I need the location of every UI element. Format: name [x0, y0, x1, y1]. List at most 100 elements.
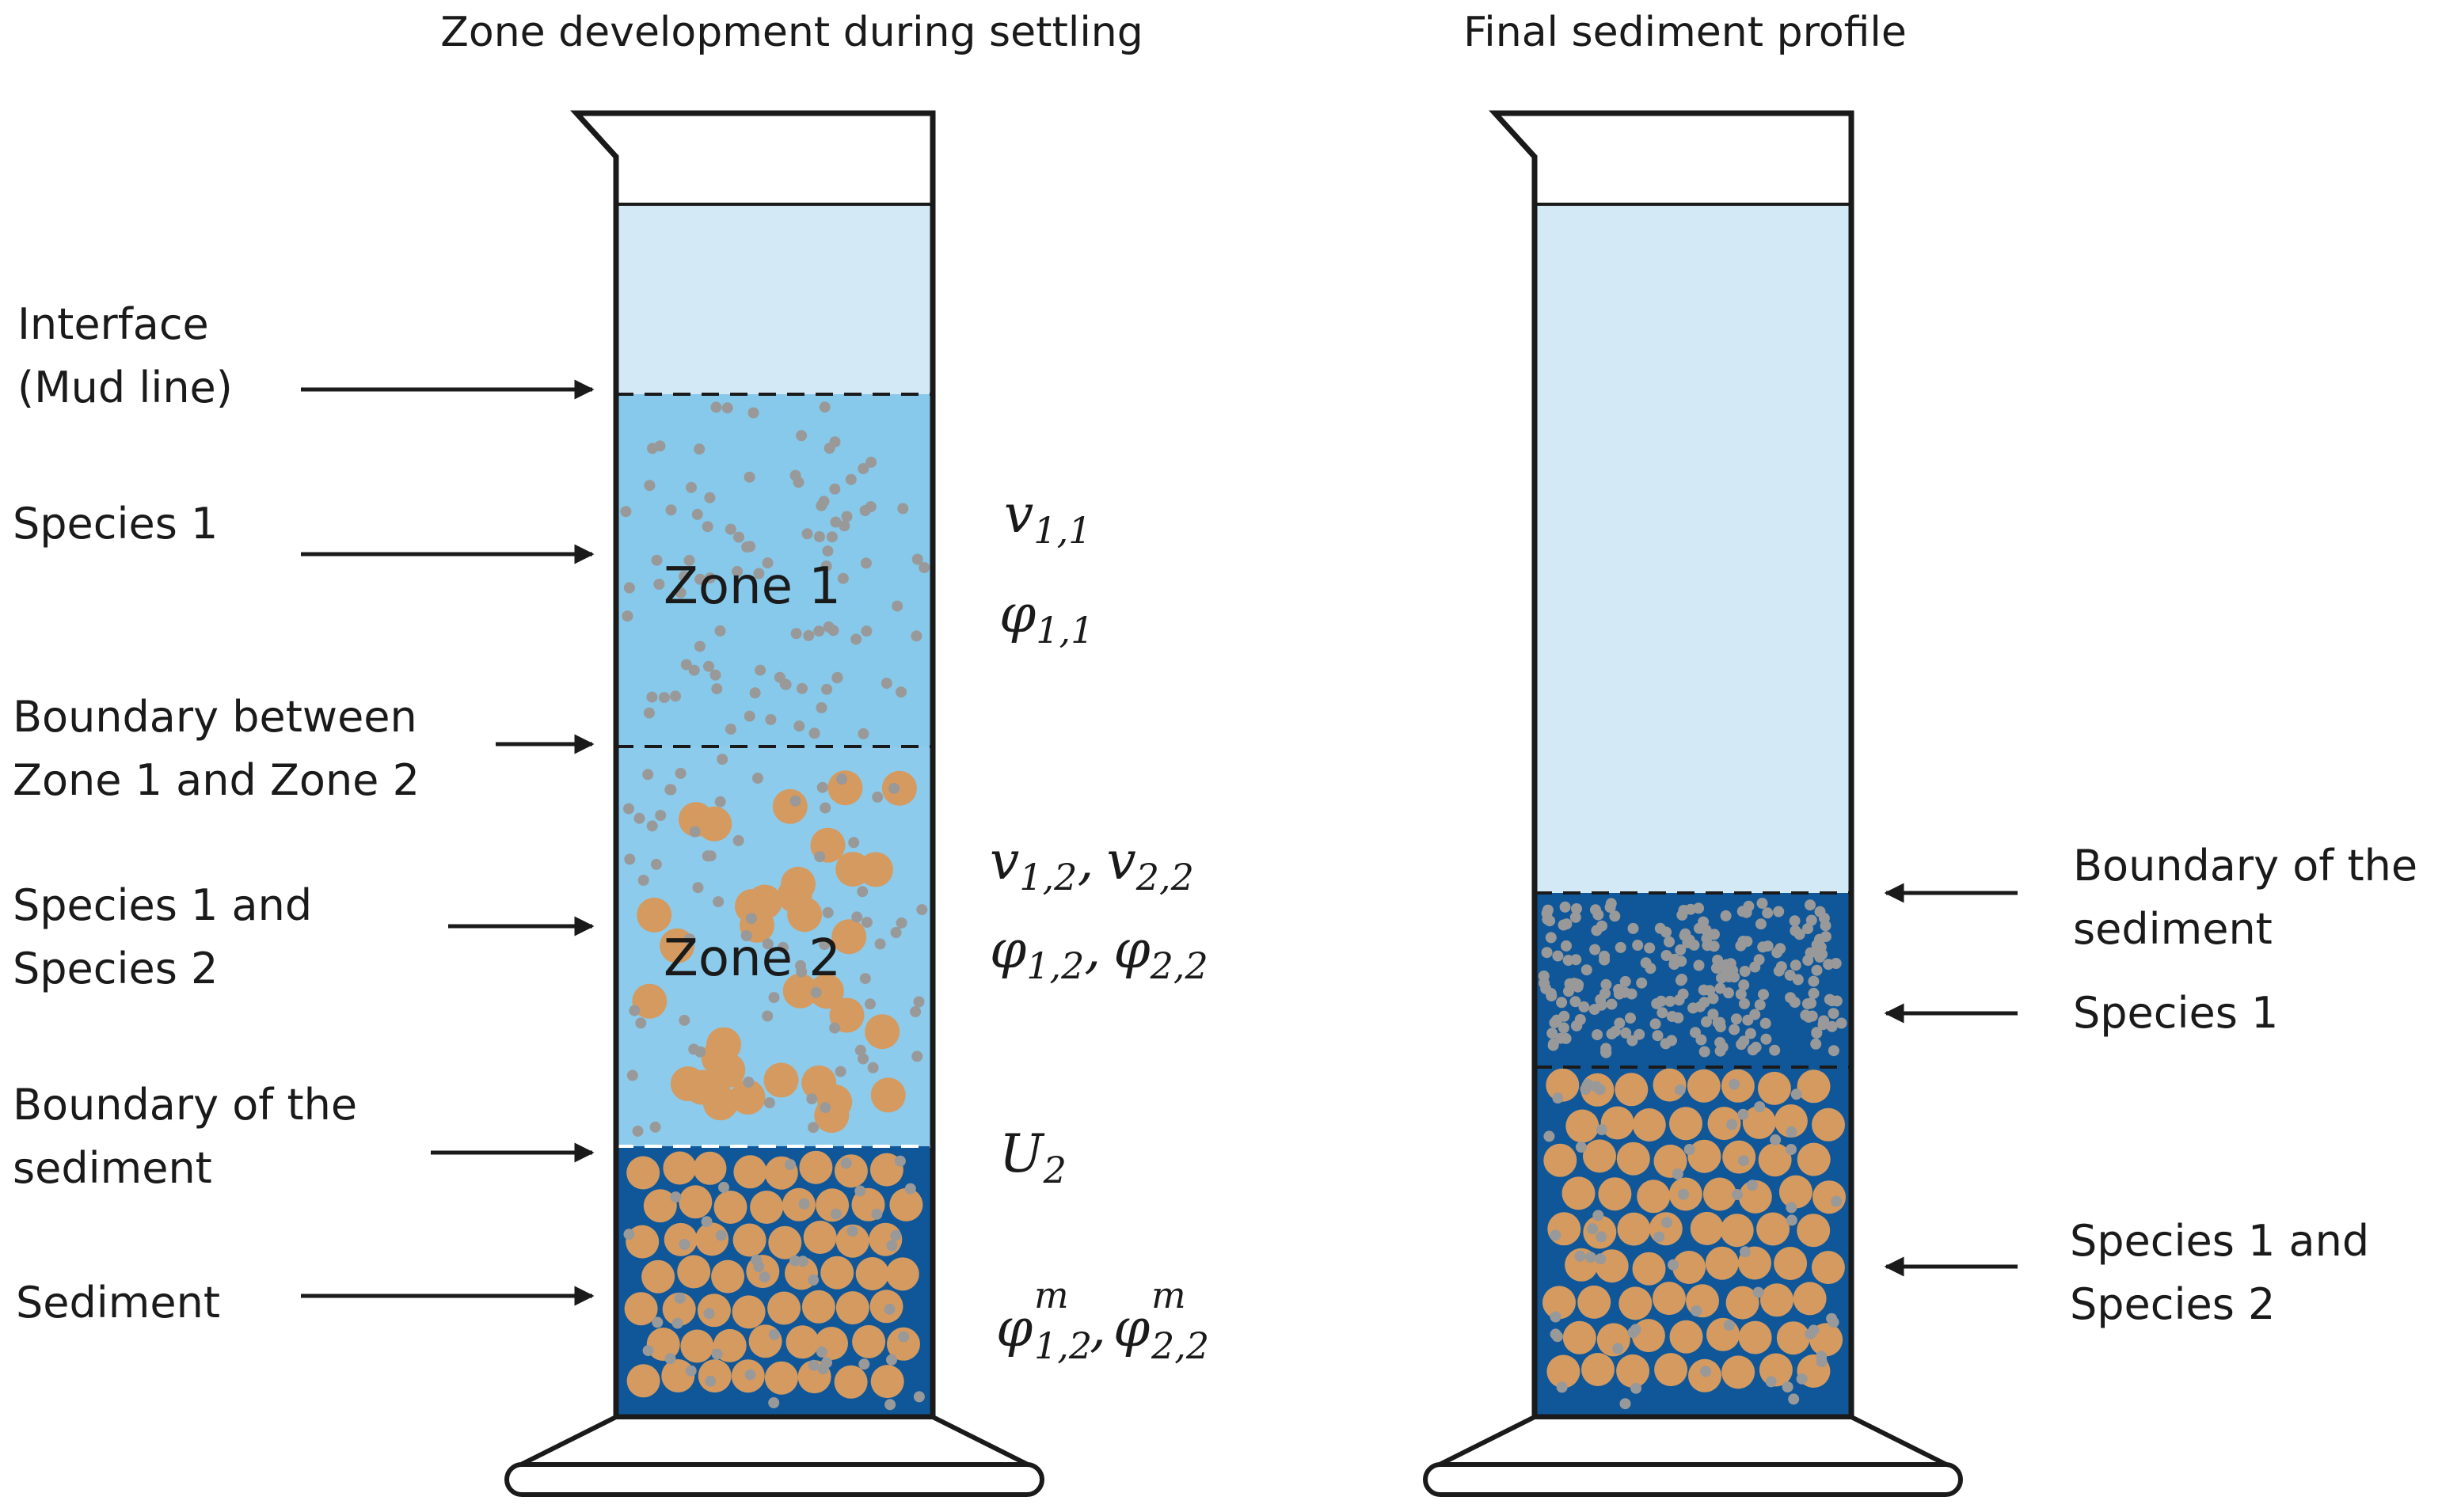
small-particle	[892, 600, 903, 612]
large-particle	[1811, 1251, 1845, 1285]
small-particle	[649, 1121, 661, 1133]
small-particle	[1592, 1210, 1604, 1221]
large-particle	[626, 1156, 660, 1190]
small-particle	[1786, 1214, 1797, 1226]
small-particle	[808, 728, 820, 739]
small-particle	[763, 1097, 775, 1109]
small-particle	[740, 930, 752, 941]
small-particle	[680, 659, 692, 671]
small-particle	[1574, 1250, 1586, 1262]
small-particle	[824, 443, 835, 454]
small-particle	[1693, 959, 1705, 971]
zone1-label: Zone 1	[664, 557, 841, 616]
small-particle	[839, 520, 850, 532]
small-particle	[1805, 914, 1817, 926]
small-particle	[1600, 1043, 1612, 1054]
small-particle	[1664, 936, 1675, 948]
small-particle	[1695, 1001, 1706, 1012]
small-particle	[919, 562, 930, 573]
large-particle	[1615, 1073, 1649, 1107]
small-particle	[1596, 1231, 1607, 1243]
large-particle	[1632, 1252, 1666, 1286]
small-particle	[643, 707, 655, 719]
small-particle	[1760, 1033, 1772, 1045]
right-cylinder-foot	[1423, 1462, 1963, 1497]
large-particle	[865, 1014, 900, 1050]
large-particle	[1778, 1175, 1812, 1209]
small-particle	[813, 625, 825, 637]
small-particle	[1690, 1027, 1701, 1039]
small-particle	[1737, 936, 1749, 947]
small-particle	[1808, 975, 1820, 987]
small-particle	[623, 582, 635, 594]
large-particle	[1654, 1353, 1688, 1387]
small-particle	[1747, 1180, 1758, 1191]
small-particle	[858, 1358, 870, 1370]
zone-boundary-label-line1: Boundary between	[13, 692, 417, 742]
large-particle	[641, 1259, 675, 1294]
small-particle	[691, 508, 703, 520]
large-particle	[680, 1329, 714, 1363]
large-particle	[1687, 1139, 1721, 1173]
small-particle	[1805, 899, 1816, 911]
small-particle	[789, 1255, 801, 1267]
small-particle	[1683, 934, 1695, 946]
small-particle	[646, 691, 658, 703]
small-particle	[1609, 1025, 1621, 1037]
small-particle	[1632, 940, 1644, 951]
small-particle	[675, 767, 687, 779]
small-particle	[702, 850, 713, 862]
large-particle	[1760, 1283, 1793, 1317]
large-particle	[887, 1327, 920, 1361]
symbol-phi12-phi22: φ1,2, φ2,2	[990, 919, 1208, 987]
small-particle	[733, 531, 744, 543]
large-particle	[735, 889, 770, 924]
small-particle	[1824, 993, 1835, 1005]
small-particle	[904, 1183, 916, 1195]
small-particle	[1626, 988, 1638, 1000]
small-particle	[814, 851, 826, 863]
large-particle	[1757, 1071, 1791, 1105]
small-particle	[1830, 958, 1842, 969]
large-particle	[799, 1150, 833, 1184]
small-particle	[1810, 1038, 1822, 1050]
large-particle	[632, 983, 668, 1019]
small-particle	[826, 531, 838, 543]
small-particle	[688, 664, 700, 676]
small-particle	[829, 483, 841, 495]
small-particle	[715, 1229, 727, 1241]
small-particle	[797, 682, 808, 694]
left-cylinder	[504, 110, 1044, 1497]
large-particle	[626, 1364, 660, 1398]
small-particle	[1668, 1259, 1679, 1271]
small-particle	[1563, 986, 1574, 997]
large-particle	[1653, 1282, 1686, 1316]
small-particle	[1591, 925, 1603, 936]
small-particle	[626, 1069, 638, 1081]
small-particle	[1796, 1373, 1808, 1385]
large-particle	[855, 1257, 889, 1290]
small-particle	[1828, 1008, 1839, 1020]
large-particle	[1618, 1286, 1653, 1320]
large-particle	[835, 1291, 869, 1325]
small-particle	[861, 917, 873, 929]
small-particle	[1765, 1376, 1777, 1388]
small-particle	[1818, 912, 1830, 924]
small-particle	[1835, 1017, 1847, 1029]
small-particle	[644, 480, 656, 492]
small-particle	[711, 683, 723, 695]
small-particle	[830, 1208, 842, 1220]
small-particle	[1714, 982, 1726, 994]
small-particle	[703, 660, 714, 672]
large-particle	[831, 919, 867, 955]
small-particle	[675, 587, 687, 598]
left-particles	[620, 401, 930, 1411]
small-particle	[813, 531, 825, 542]
small-particle	[1811, 964, 1823, 976]
small-particle	[1820, 931, 1832, 943]
small-particle	[1828, 1316, 1839, 1328]
small-particle	[1788, 1393, 1800, 1405]
small-particle	[1636, 977, 1648, 989]
small-particle	[1627, 1327, 1639, 1339]
